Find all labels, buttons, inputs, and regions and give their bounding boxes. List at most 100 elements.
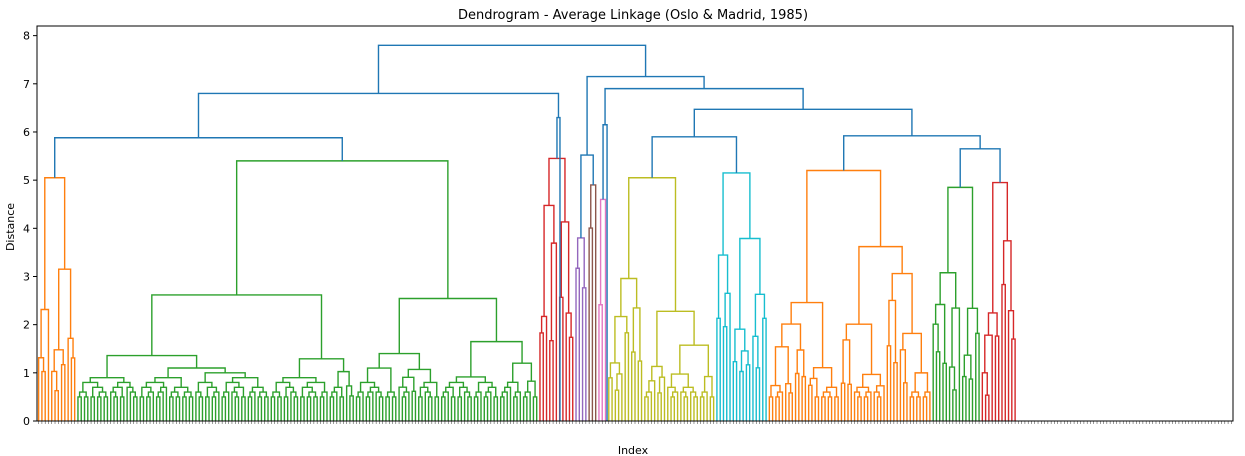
dendrogram-link	[349, 395, 354, 421]
dendrogram-link	[656, 310, 695, 367]
dendrogram-link	[934, 303, 946, 364]
dendrogram-link	[211, 396, 217, 421]
dendrogram-link	[308, 391, 317, 397]
dendrogram-link	[628, 177, 677, 312]
dendrogram-link	[483, 396, 489, 421]
dendrogram-link	[257, 396, 263, 421]
dendrogram-link	[693, 108, 913, 137]
dendrogram-link	[644, 396, 649, 421]
dendrogram-link	[398, 386, 408, 421]
dendrogram-link	[499, 396, 505, 421]
dendrogram-link	[298, 358, 345, 378]
dendrogram-link	[197, 92, 560, 138]
dendrogram-link	[259, 391, 268, 397]
dendrogram-link	[961, 375, 967, 421]
dendrogram-link	[434, 396, 440, 421]
dendrogram-link	[83, 396, 89, 421]
dendrogram-link	[845, 323, 873, 375]
dendrogram-link	[968, 378, 974, 421]
dendrogram-link	[722, 325, 728, 421]
dendrogram-link	[231, 391, 238, 421]
y-axis: 0 1 2 3 4 5 6 7 8	[23, 30, 37, 428]
dendrogram-link	[648, 380, 656, 421]
dendrogram-link	[888, 299, 897, 363]
dendrogram-link	[129, 391, 137, 421]
dendrogram-link	[457, 396, 463, 421]
dendrogram-link	[598, 304, 603, 421]
dendrogram-link	[145, 381, 165, 388]
dendrogram-link	[293, 396, 299, 421]
dendrogram-link	[863, 396, 869, 421]
dendrogram-link	[556, 116, 561, 421]
y-tick-label: 3	[23, 270, 30, 283]
dendrogram-link	[902, 382, 908, 421]
dendrogram-link	[272, 391, 281, 397]
dendrogram-link	[543, 204, 555, 317]
dendrogram-link	[911, 391, 920, 397]
dendrogram-link	[306, 396, 312, 421]
dendrogram-link	[604, 87, 804, 125]
dendrogram-link	[616, 373, 623, 421]
dendrogram-link	[221, 396, 227, 421]
dendrogram-link	[182, 396, 187, 421]
dendrogram-link	[514, 391, 522, 421]
dendrogram-link	[339, 396, 345, 421]
dendrogram-link	[951, 307, 961, 421]
dendrogram-link	[223, 391, 230, 421]
dendrogram-link	[679, 344, 710, 377]
dendrogram-link	[205, 396, 210, 421]
dendrogram-link	[54, 390, 59, 421]
dendrogram-link	[984, 334, 993, 421]
dendrogram-link	[119, 396, 125, 421]
dendrogram-link	[568, 336, 574, 421]
dendrogram-link	[377, 44, 647, 94]
dendrogram-link	[473, 396, 479, 421]
dendrogram-link	[391, 396, 397, 421]
dendrogram-link	[251, 386, 264, 393]
dendrogram-link	[806, 169, 882, 303]
dendrogram-link	[807, 384, 813, 421]
dendrogram-link	[724, 292, 731, 421]
dendrogram-link	[524, 391, 531, 421]
dendrogram-link	[300, 396, 305, 421]
dendrogram-link	[37, 357, 45, 421]
plot-area	[37, 44, 1016, 421]
dendrogram-link	[631, 351, 636, 421]
dendrogram-link	[608, 377, 613, 421]
dendrogram-link	[283, 396, 289, 421]
dendrogram-link	[565, 312, 572, 421]
dendrogram-link	[329, 396, 335, 421]
dendrogram-link	[440, 396, 446, 421]
dendrogram-link	[67, 337, 74, 421]
dendrogram-link	[450, 396, 456, 421]
dendrogram-link	[234, 396, 240, 421]
dendrogram-link	[493, 396, 499, 421]
dendrogram-link	[41, 370, 46, 421]
dendrogram-link	[175, 396, 181, 421]
dendrogram-link	[173, 386, 189, 393]
dendrogram-link	[378, 396, 384, 421]
dendrogram-link	[812, 366, 833, 388]
dendrogram-link	[113, 396, 118, 421]
dendrogram-link	[264, 396, 269, 421]
dendrogram-link	[78, 391, 87, 397]
y-tick-label: 4	[23, 222, 30, 235]
dendrogram-link	[948, 366, 956, 421]
dendrogram-link	[365, 396, 371, 421]
dendrogram-link	[98, 391, 107, 397]
dendrogram-link	[722, 172, 751, 256]
dendrogram-link	[467, 396, 472, 421]
dendrogram-link	[522, 396, 528, 421]
dendrogram-link	[966, 307, 979, 356]
plot-frame	[36, 25, 1234, 422]
dendrogram-link	[146, 396, 151, 421]
dendrogram-link	[952, 389, 957, 421]
dendrogram-link	[581, 287, 587, 421]
dendrogram-link	[932, 323, 939, 421]
dendrogram-link	[44, 177, 66, 310]
dendrogram-link	[752, 335, 759, 421]
dendrogram-link	[942, 362, 947, 421]
dendrogram-link	[886, 345, 892, 421]
dendrogram-link	[147, 391, 155, 421]
